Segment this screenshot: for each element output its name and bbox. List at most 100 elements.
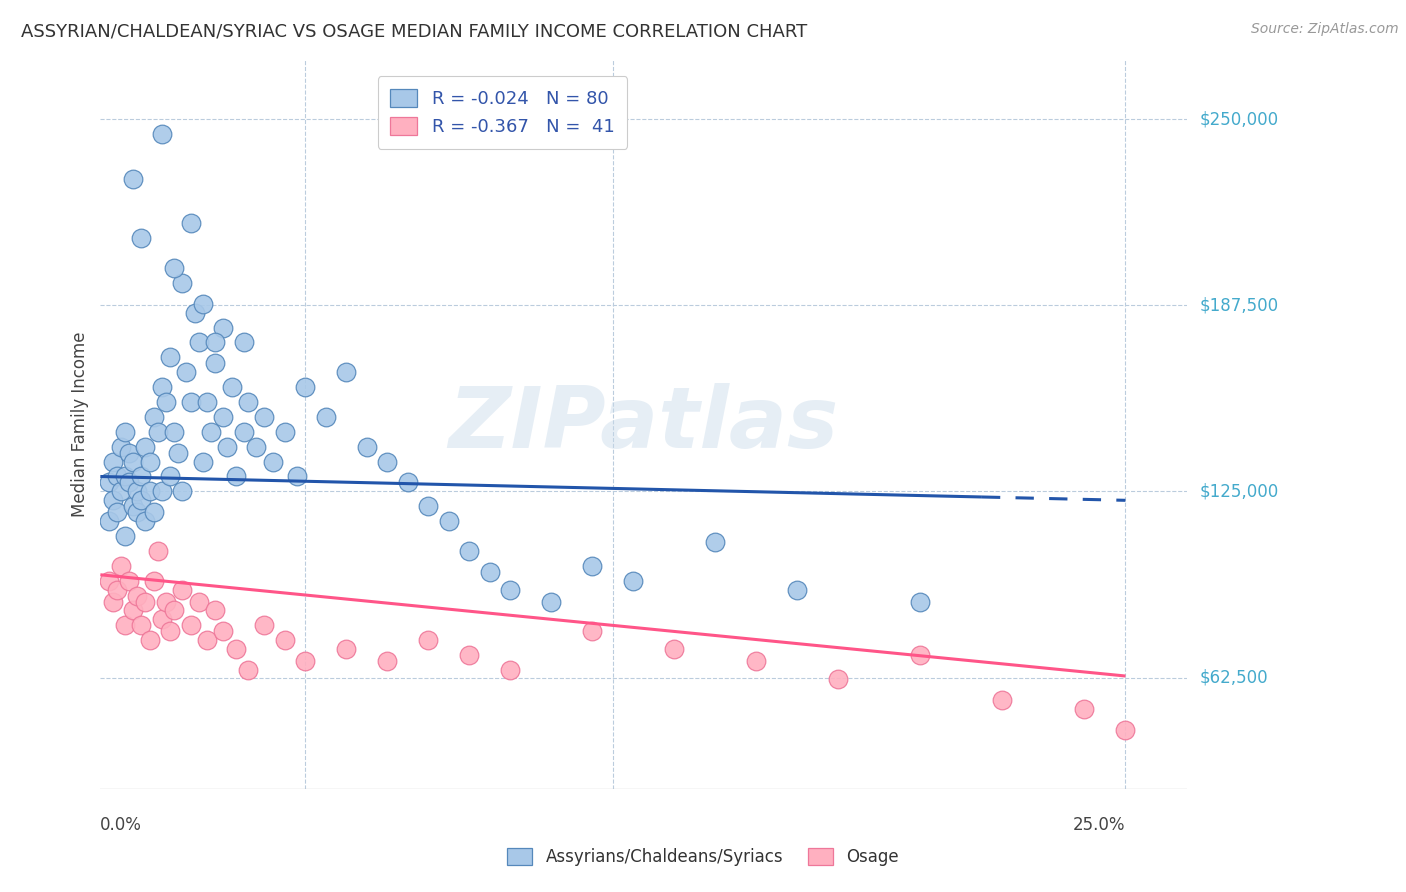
Point	[105, 582, 128, 597]
Point	[172, 484, 194, 499]
Point	[294, 654, 316, 668]
Point	[101, 594, 124, 608]
Point	[236, 395, 259, 409]
Point	[142, 505, 165, 519]
Point	[458, 544, 481, 558]
Point	[127, 589, 149, 603]
Point	[540, 594, 562, 608]
Point	[377, 654, 399, 668]
Point	[142, 574, 165, 588]
Text: $62,500: $62,500	[1199, 668, 1268, 687]
Legend: R = -0.024   N = 80, R = -0.367   N =  41: R = -0.024 N = 80, R = -0.367 N = 41	[378, 76, 627, 149]
Point	[114, 469, 136, 483]
Point	[146, 425, 169, 439]
Point	[335, 365, 357, 379]
Text: ASSYRIAN/CHALDEAN/SYRIAC VS OSAGE MEDIAN FAMILY INCOME CORRELATION CHART: ASSYRIAN/CHALDEAN/SYRIAC VS OSAGE MEDIAN…	[21, 22, 807, 40]
Text: Source: ZipAtlas.com: Source: ZipAtlas.com	[1251, 22, 1399, 37]
Point	[294, 380, 316, 394]
Point	[114, 618, 136, 632]
Point	[159, 351, 181, 365]
Point	[212, 320, 235, 334]
Point	[110, 484, 132, 499]
Point	[236, 663, 259, 677]
Point	[180, 618, 202, 632]
Point	[122, 171, 145, 186]
Point	[245, 440, 267, 454]
Text: $187,500: $187,500	[1199, 296, 1278, 314]
Point	[827, 672, 849, 686]
Point	[118, 445, 141, 459]
Point	[163, 603, 186, 617]
Point	[499, 663, 522, 677]
Point	[187, 594, 209, 608]
Point	[114, 425, 136, 439]
Text: 0.0%: 0.0%	[100, 816, 142, 834]
Point	[131, 493, 153, 508]
Point	[150, 127, 173, 141]
Point	[180, 395, 202, 409]
Legend: Assyrians/Chaldeans/Syriacs, Osage: Assyrians/Chaldeans/Syriacs, Osage	[499, 840, 907, 875]
Point	[150, 612, 173, 626]
Point	[176, 365, 198, 379]
Point	[167, 445, 190, 459]
Point	[204, 603, 226, 617]
Point	[212, 409, 235, 424]
Point	[105, 505, 128, 519]
Point	[187, 335, 209, 350]
Point	[418, 633, 440, 648]
Point	[704, 535, 727, 549]
Point	[200, 425, 222, 439]
Point	[217, 440, 239, 454]
Point	[1073, 702, 1095, 716]
Point	[134, 594, 156, 608]
Point	[377, 454, 399, 468]
Point	[204, 356, 226, 370]
Point	[253, 409, 276, 424]
Point	[225, 642, 247, 657]
Point	[499, 582, 522, 597]
Text: $250,000: $250,000	[1199, 110, 1278, 128]
Point	[114, 529, 136, 543]
Point	[142, 409, 165, 424]
Point	[155, 395, 177, 409]
Point	[172, 582, 194, 597]
Point	[910, 594, 932, 608]
Point	[274, 633, 297, 648]
Point	[131, 231, 153, 245]
Point	[1114, 723, 1136, 737]
Point	[191, 297, 214, 311]
Point	[396, 475, 419, 490]
Point	[163, 425, 186, 439]
Point	[150, 380, 173, 394]
Point	[262, 454, 284, 468]
Point	[195, 395, 218, 409]
Point	[163, 261, 186, 276]
Point	[150, 484, 173, 499]
Text: 25.0%: 25.0%	[1073, 816, 1125, 834]
Point	[356, 440, 378, 454]
Point	[478, 565, 501, 579]
Point	[110, 440, 132, 454]
Point	[253, 618, 276, 632]
Point	[221, 380, 243, 394]
Point	[146, 544, 169, 558]
Point	[101, 493, 124, 508]
Point	[285, 469, 308, 483]
Point	[159, 624, 181, 639]
Point	[232, 335, 254, 350]
Point	[664, 642, 686, 657]
Point	[335, 642, 357, 657]
Point	[315, 409, 337, 424]
Point	[127, 484, 149, 499]
Point	[191, 454, 214, 468]
Text: ZIPatlas: ZIPatlas	[449, 383, 839, 466]
Point	[745, 654, 768, 668]
Point	[118, 574, 141, 588]
Point	[97, 475, 120, 490]
Point	[418, 500, 440, 514]
Point	[101, 454, 124, 468]
Point	[458, 648, 481, 662]
Point	[172, 276, 194, 290]
Point	[97, 574, 120, 588]
Point	[212, 624, 235, 639]
